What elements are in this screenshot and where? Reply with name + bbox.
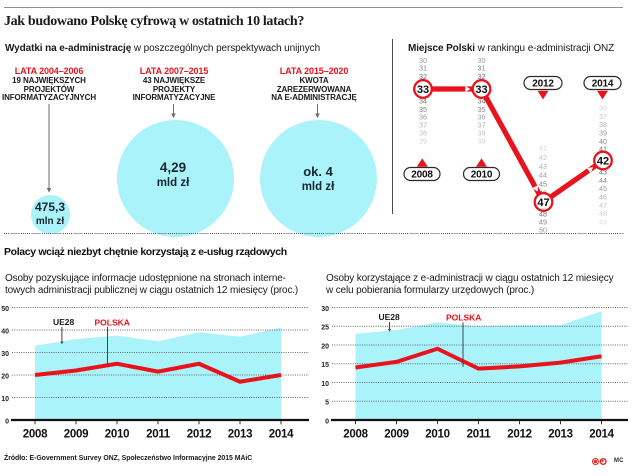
svg-text:30: 30 [1, 351, 9, 358]
svg-text:39: 39 [478, 137, 486, 146]
svg-text:49: 49 [599, 217, 607, 226]
svg-text:45: 45 [539, 179, 547, 188]
svg-text:2012: 2012 [187, 428, 211, 440]
svg-text:36: 36 [478, 113, 486, 122]
svg-text:43: 43 [599, 168, 607, 177]
svg-text:2010: 2010 [105, 428, 129, 440]
svg-text:48: 48 [599, 209, 607, 218]
svg-text:37: 37 [478, 121, 486, 130]
svg-text:2008: 2008 [411, 170, 433, 181]
svg-text:40: 40 [599, 137, 607, 146]
svg-text:2014: 2014 [269, 428, 294, 440]
svg-text:2012: 2012 [507, 428, 531, 440]
svg-text:POLSKA: POLSKA [446, 313, 481, 323]
svg-text:47: 47 [599, 201, 607, 210]
svg-text:49: 49 [539, 218, 547, 227]
svg-text:UE28: UE28 [379, 312, 401, 322]
svg-text:30: 30 [419, 56, 427, 65]
svg-text:2009: 2009 [384, 428, 408, 440]
svg-text:48: 48 [539, 210, 547, 219]
svg-text:0: 0 [5, 418, 9, 425]
svg-text:36: 36 [419, 113, 427, 122]
svg-text:47: 47 [537, 197, 549, 209]
svg-text:2014: 2014 [589, 428, 614, 440]
svg-text:36: 36 [599, 104, 607, 113]
svg-text:44: 44 [599, 176, 607, 185]
svg-text:15: 15 [321, 362, 329, 369]
svg-text:44: 44 [539, 171, 547, 180]
svg-text:39: 39 [419, 137, 427, 146]
svg-text:38: 38 [419, 129, 427, 138]
svg-text:45: 45 [599, 184, 607, 193]
svg-text:2008: 2008 [23, 428, 48, 440]
svg-text:43: 43 [539, 162, 547, 171]
svg-text:2013: 2013 [228, 428, 252, 440]
svg-text:32: 32 [478, 72, 486, 81]
svg-text:46: 46 [599, 193, 607, 202]
svg-text:38: 38 [478, 129, 486, 138]
svg-text:2009: 2009 [64, 428, 88, 440]
svg-text:35: 35 [419, 105, 427, 114]
svg-text:37: 37 [599, 112, 607, 121]
svg-text:50: 50 [539, 225, 547, 234]
svg-text:33: 33 [475, 84, 487, 96]
svg-text:31: 31 [478, 64, 486, 73]
svg-text:2013: 2013 [548, 428, 572, 440]
svg-text:30: 30 [321, 306, 329, 313]
svg-text:2008: 2008 [343, 428, 368, 440]
svg-text:25: 25 [321, 325, 329, 332]
svg-text:38: 38 [599, 120, 607, 129]
svg-text:33: 33 [417, 84, 429, 96]
svg-text:2011: 2011 [146, 428, 171, 440]
svg-text:50: 50 [1, 306, 9, 313]
svg-text:37: 37 [419, 121, 427, 130]
svg-text:42: 42 [539, 153, 547, 162]
svg-text:2010: 2010 [471, 170, 493, 181]
svg-text:34: 34 [478, 97, 486, 106]
svg-text:42: 42 [597, 155, 609, 167]
svg-text:POLSKA: POLSKA [95, 318, 130, 328]
svg-text:40: 40 [1, 328, 9, 335]
svg-text:39: 39 [599, 129, 607, 138]
svg-text:0: 0 [325, 418, 329, 425]
svg-text:10: 10 [321, 381, 329, 388]
svg-text:41: 41 [599, 144, 607, 153]
svg-text:2014: 2014 [592, 79, 614, 90]
svg-text:41: 41 [539, 144, 547, 153]
svg-text:30: 30 [478, 56, 486, 65]
svg-text:5: 5 [325, 400, 329, 407]
svg-text:10: 10 [1, 396, 9, 403]
svg-text:2012: 2012 [532, 79, 554, 90]
svg-text:20: 20 [321, 343, 329, 350]
svg-text:20: 20 [1, 373, 9, 380]
svg-text:2011: 2011 [467, 428, 492, 440]
svg-text:UE28: UE28 [53, 317, 75, 327]
svg-text:35: 35 [478, 105, 486, 114]
svg-text:34: 34 [419, 97, 427, 106]
svg-text:32: 32 [419, 72, 427, 81]
svg-text:2010: 2010 [425, 428, 449, 440]
svg-text:31: 31 [419, 64, 427, 73]
